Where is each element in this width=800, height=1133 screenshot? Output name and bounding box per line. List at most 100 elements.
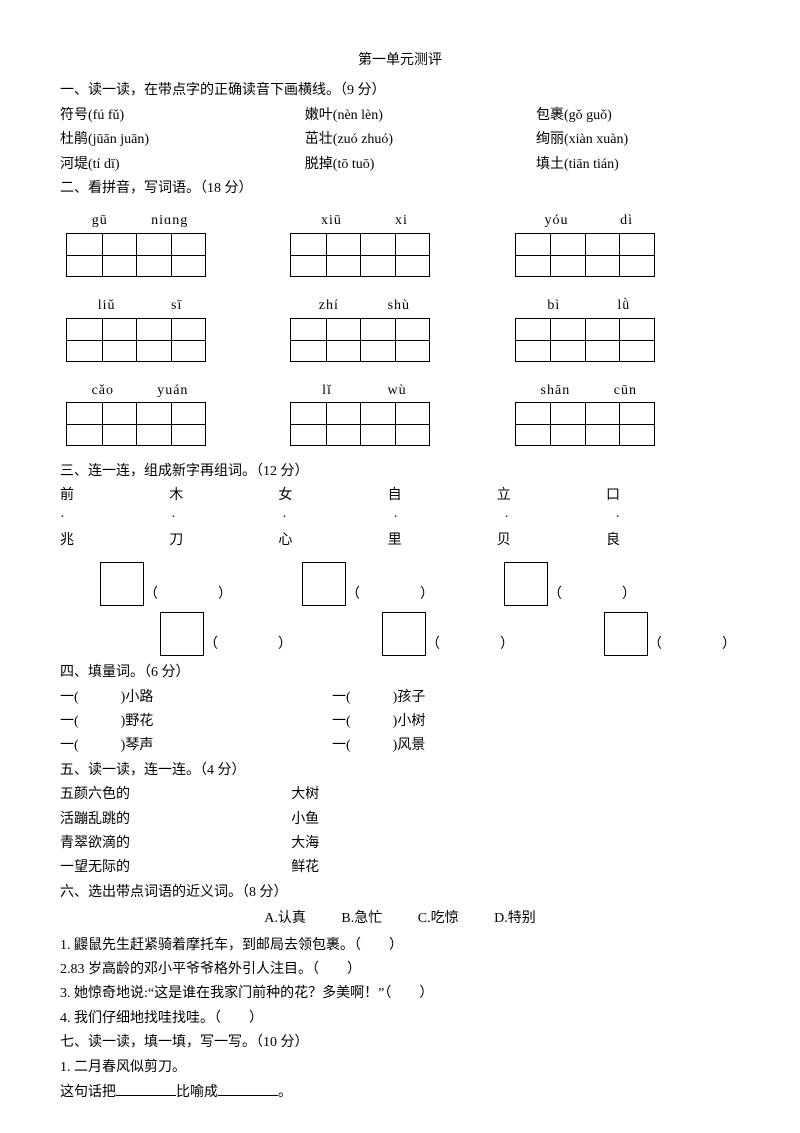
s1-cell: 填土(tiān tián): [536, 154, 740, 176]
pinyin: wù: [387, 380, 406, 402]
section-1-heading: 一、读一读，在带点字的正确读音下画横线。（9 分）: [60, 80, 740, 102]
tianzige-box[interactable]: [290, 402, 430, 446]
section-2-heading: 二、看拼音，写词语。（18 分）: [60, 178, 740, 200]
char: 贝: [497, 530, 511, 552]
option[interactable]: A.认真: [264, 911, 306, 926]
match-right[interactable]: 鲜花: [291, 857, 319, 879]
s6-item: 2.83 岁高龄的邓小平爷爷格外引人注目。（ ）: [60, 959, 740, 981]
text: 这句话把: [60, 1085, 116, 1100]
fill-item[interactable]: 一( )孩子: [332, 687, 425, 709]
answer-box[interactable]: [160, 612, 204, 656]
pinyin: shù: [388, 295, 410, 317]
fill-item[interactable]: 一( )小路: [60, 687, 332, 709]
answer-box[interactable]: [604, 612, 648, 656]
answer-box-row: （） （） （）: [160, 612, 740, 656]
tianzige-box[interactable]: [515, 233, 655, 277]
answer-box[interactable]: [302, 562, 346, 606]
match-left[interactable]: 一望无际的: [60, 857, 291, 879]
tianzige-row: [60, 318, 740, 370]
answer-box[interactable]: [382, 612, 426, 656]
tianzige-box[interactable]: [290, 233, 430, 277]
pinyin: cūn: [614, 380, 637, 402]
paren: ）: [278, 634, 292, 656]
dot-icon: ·: [60, 507, 65, 529]
s1-cell: 脱掉(tō tuō): [305, 154, 536, 176]
section-5-heading: 五、读一读，连一连。（4 分）: [60, 760, 740, 782]
pinyin: niɑng: [151, 210, 188, 232]
paren: （: [426, 634, 440, 656]
match-left[interactable]: 活蹦乱跳的: [60, 809, 291, 831]
char: 女: [278, 485, 292, 507]
tianzige-box[interactable]: [66, 318, 206, 362]
paren: （: [144, 584, 158, 606]
pinyin: cǎo: [92, 380, 114, 402]
s1-cell: 包裹(gǒ guǒ): [536, 105, 740, 127]
char: 心: [278, 530, 292, 552]
char: 立: [497, 485, 511, 507]
paren: （: [204, 634, 218, 656]
dot-icon: ·: [615, 507, 620, 529]
paren: ）: [218, 584, 232, 606]
s6-item: 3. 她惊奇地说:“这是谁在我家门前种的花？多美啊！”（ ）: [60, 983, 740, 1005]
option[interactable]: C.吃惊: [418, 911, 459, 926]
blank-input[interactable]: [218, 1081, 278, 1096]
paren: ）: [420, 584, 434, 606]
pinyin: shān: [541, 380, 571, 402]
pinyin: bì: [547, 295, 560, 317]
dot-icon: ·: [171, 507, 176, 529]
option[interactable]: D.特别: [494, 911, 536, 926]
pinyin: liǔ: [98, 295, 116, 317]
dot-icon: ·: [282, 507, 287, 529]
pinyin: gū: [92, 210, 108, 232]
match-left[interactable]: 青翠欲滴的: [60, 833, 291, 855]
option[interactable]: B.急忙: [341, 911, 382, 926]
page-title: 第一单元测评: [60, 50, 740, 72]
match-left[interactable]: 五颜六色的: [60, 784, 291, 806]
match-right[interactable]: 小鱼: [291, 809, 319, 831]
s1-cell: 绚丽(xiàn xuàn): [536, 129, 740, 151]
char: 良: [606, 530, 620, 552]
s4-row: 一( )琴声一( )风景: [60, 735, 740, 757]
s1-row: 河堤(tí dī) 脱掉(tō tuō) 填土(tiān tián): [60, 154, 740, 176]
dot-icon: ·: [393, 507, 398, 529]
fill-item[interactable]: 一( )风景: [332, 735, 425, 757]
tianzige-row: [60, 402, 740, 454]
s1-row: 符号(fú fǔ) 嫩叶(nèn lèn) 包裹(gǒ guǒ): [60, 105, 740, 127]
fill-item[interactable]: 一( )琴声: [60, 735, 332, 757]
s7-line: 1. 二月春风似剪刀。: [60, 1057, 740, 1079]
blank-input[interactable]: [116, 1081, 176, 1096]
paren: ）: [500, 634, 514, 656]
s6-options: A.认真 B.急忙 C.吃惊 D.特别: [60, 908, 740, 930]
pinyin: lǐ: [322, 380, 332, 402]
s1-cell: 符号(fú fǔ): [60, 105, 305, 127]
tianzige-box[interactable]: [66, 402, 206, 446]
answer-box[interactable]: [504, 562, 548, 606]
pinyin: sī: [171, 295, 182, 317]
answer-box[interactable]: [100, 562, 144, 606]
s1-row: 杜鹃(jūān juān) 茁壮(zuó zhuó) 绚丽(xiàn xuàn): [60, 129, 740, 151]
pinyin: yuán: [157, 380, 188, 402]
char: 自: [388, 485, 402, 507]
s1-cell: 杜鹃(jūān juān): [60, 129, 305, 151]
section-4-heading: 四、填量词。（6 分）: [60, 662, 740, 684]
text: 比喻成: [176, 1085, 218, 1100]
s5-row: 一望无际的鲜花: [60, 857, 740, 879]
pinyin: yóu: [545, 210, 569, 232]
answer-box-row: （） （） （）: [100, 562, 740, 606]
paren: ）: [722, 634, 736, 656]
tianzige-box[interactable]: [66, 233, 206, 277]
pinyin: xi: [395, 210, 408, 232]
paren: ）: [622, 584, 636, 606]
match-right[interactable]: 大海: [291, 833, 319, 855]
pinyin-row: gūniɑng xiūxi yóudì: [60, 210, 740, 232]
pinyin: lǜ: [617, 295, 630, 317]
s5-row: 青翠欲滴的大海: [60, 833, 740, 855]
match-right[interactable]: 大树: [291, 784, 319, 806]
fill-item[interactable]: 一( )野花: [60, 711, 332, 733]
paren: （: [346, 584, 360, 606]
s4-row: 一( )野花一( )小树: [60, 711, 740, 733]
tianzige-box[interactable]: [290, 318, 430, 362]
tianzige-box[interactable]: [515, 318, 655, 362]
fill-item[interactable]: 一( )小树: [332, 711, 425, 733]
tianzige-box[interactable]: [515, 402, 655, 446]
